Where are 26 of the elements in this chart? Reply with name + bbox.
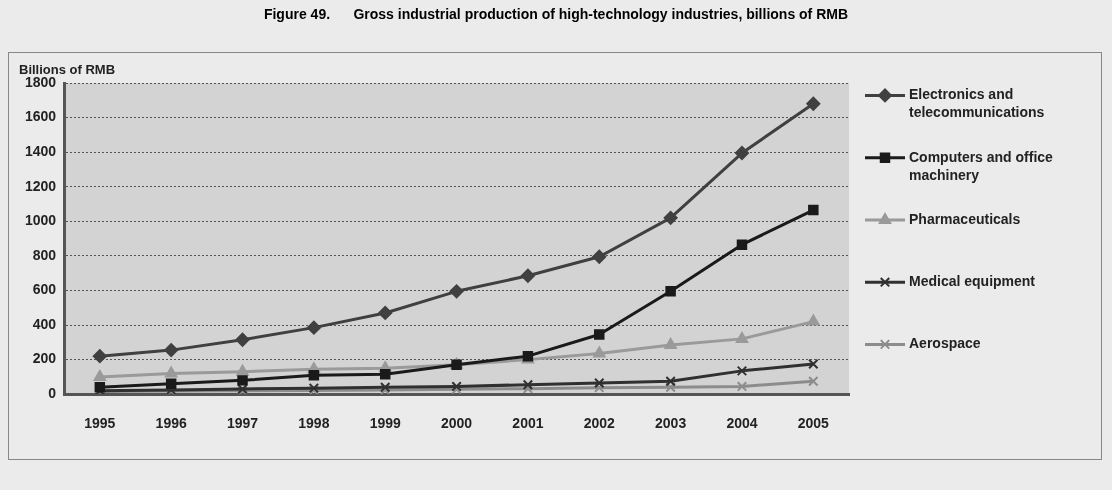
x-tick-label: 1998 — [298, 415, 330, 432]
x-tick-label: 2000 — [440, 415, 473, 432]
y-tick-label: 400 — [32, 315, 57, 332]
x-tick-label: 1997 — [226, 415, 259, 432]
y-tick-label: 1600 — [24, 108, 57, 125]
legend-label: Medical equipment — [909, 273, 1036, 290]
y-tick-label: 0 — [48, 385, 57, 402]
y-tick-label: 600 — [32, 281, 57, 298]
x-tick-label: 1999 — [369, 415, 401, 432]
y-tick-label: 200 — [32, 350, 57, 367]
legend-label: Pharmaceuticals — [909, 210, 1021, 227]
x-tick-label: 1995 — [84, 415, 116, 432]
x-tick-label: 2004 — [726, 415, 758, 432]
y-tick-label: 800 — [32, 246, 57, 263]
x-tick-label: 2002 — [583, 415, 616, 432]
legend-label: Aerospace — [909, 335, 981, 352]
x-tick-label: 2001 — [512, 415, 544, 432]
x-tick-label: 1996 — [155, 415, 187, 432]
y-tick-label: 1200 — [24, 177, 57, 194]
chart-title: Figure 49. Gross industrial production of high-technology industries, billions of RMB — [262, 6, 850, 22]
legend-label: Computers and office machinery — [909, 148, 1054, 183]
legend-label: Electronics and telecommunications — [909, 86, 1045, 121]
x-tick-label: 2005 — [797, 415, 830, 432]
x-tick-label: 2003 — [655, 415, 687, 432]
y-tick-label: 1000 — [24, 212, 57, 229]
y-tick-label: 1400 — [24, 143, 57, 160]
